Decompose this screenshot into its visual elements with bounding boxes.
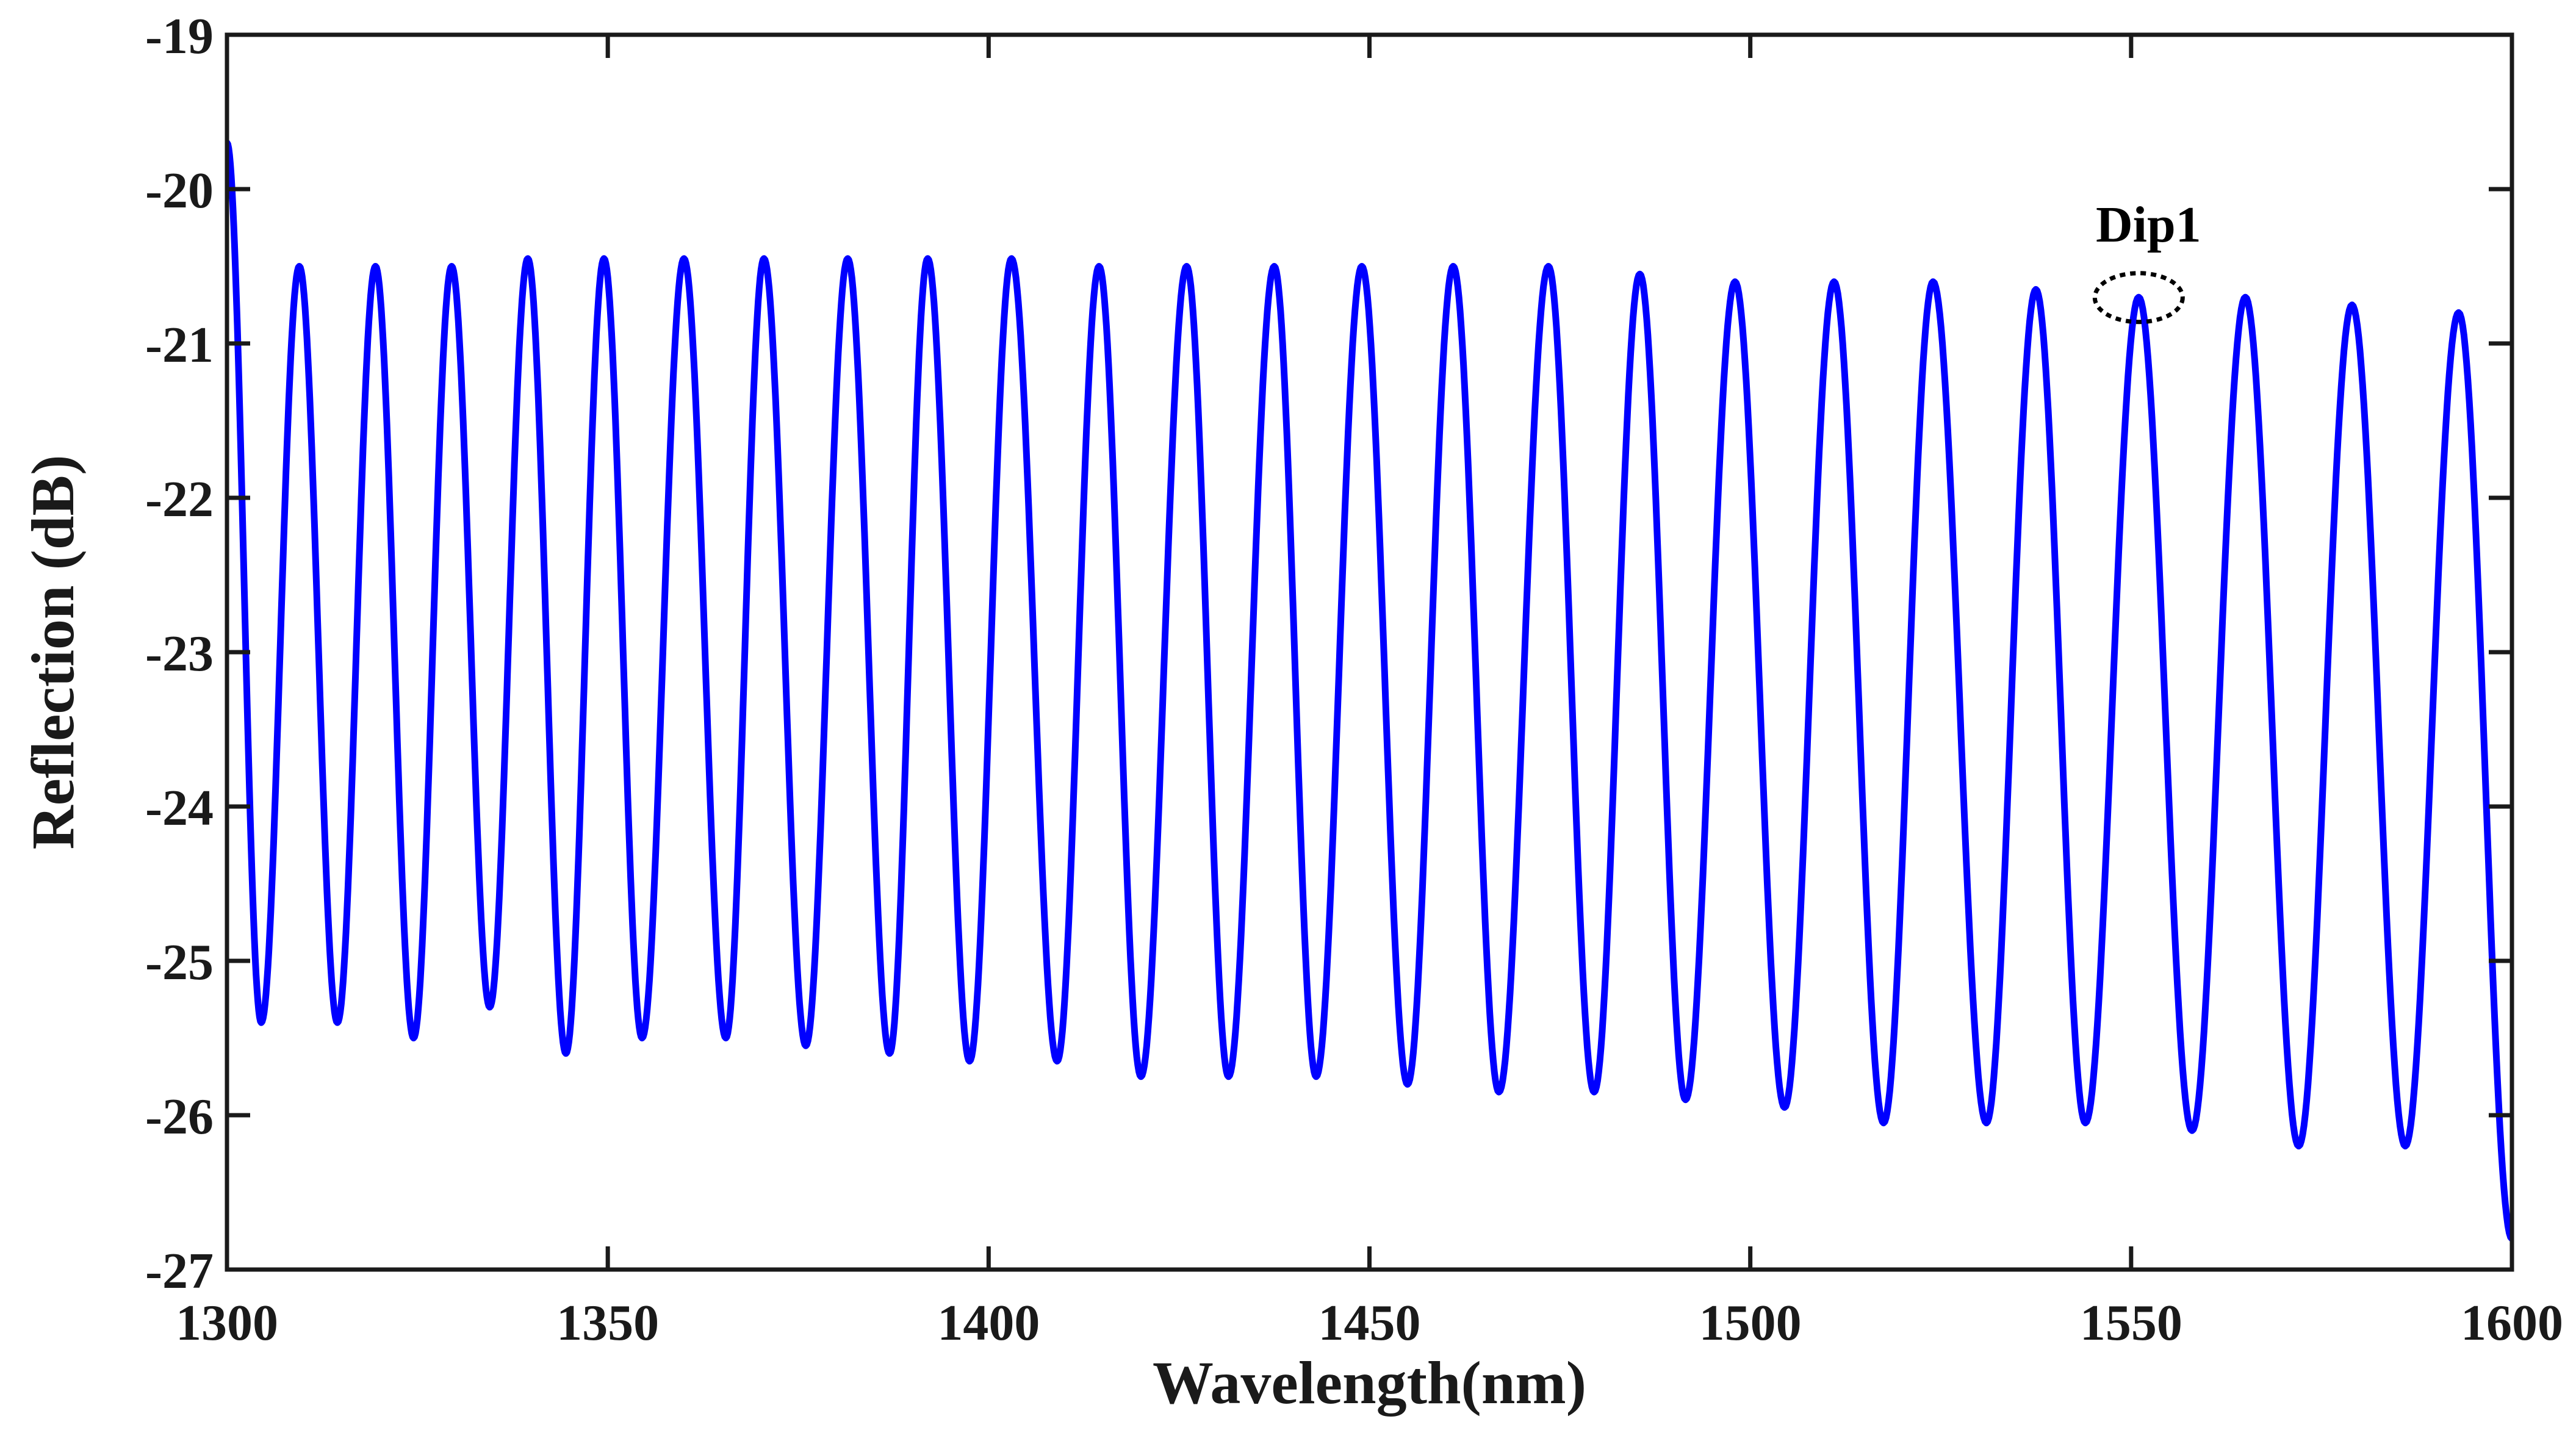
annotations-layer: Dip1 [2092,196,2201,325]
y-tick-label: -24 [145,780,214,836]
dip1-marker-ellipse [2092,271,2185,325]
x-tick-label: 1450 [1319,1295,1421,1351]
x-tick-label: 1350 [556,1295,659,1351]
x-tick-label: 1550 [2080,1295,2182,1351]
x-tick-label: 1300 [176,1295,278,1351]
y-tick-label: -19 [145,8,214,65]
x-tick-label: 1500 [1699,1295,1802,1351]
y-tick-label: -20 [145,162,214,219]
x-tick-label: 1400 [937,1295,1040,1351]
x-axis-ticks: 1300 1350 1400 1450 1500 1550 1600 [176,35,2563,1351]
dip1-annotation-label: Dip1 [2096,196,2201,253]
y-tick-label: -27 [145,1243,214,1299]
reflection-series-line [227,139,2512,1242]
x-tick-label: 1600 [2461,1295,2563,1351]
y-tick-label: -23 [145,625,214,682]
y-axis-ticks: -19 -20 -21 -22 -23 -24 -25 -26 -27 [145,8,2512,1299]
y-tick-label: -21 [145,317,214,373]
y-tick-label: -25 [145,934,214,991]
y-axis-title: Reflection (dB) [19,455,87,849]
x-axis-title: Wavelength(nm) [1153,1349,1586,1417]
y-tick-label: -22 [145,471,214,528]
y-tick-label: -26 [145,1088,214,1145]
